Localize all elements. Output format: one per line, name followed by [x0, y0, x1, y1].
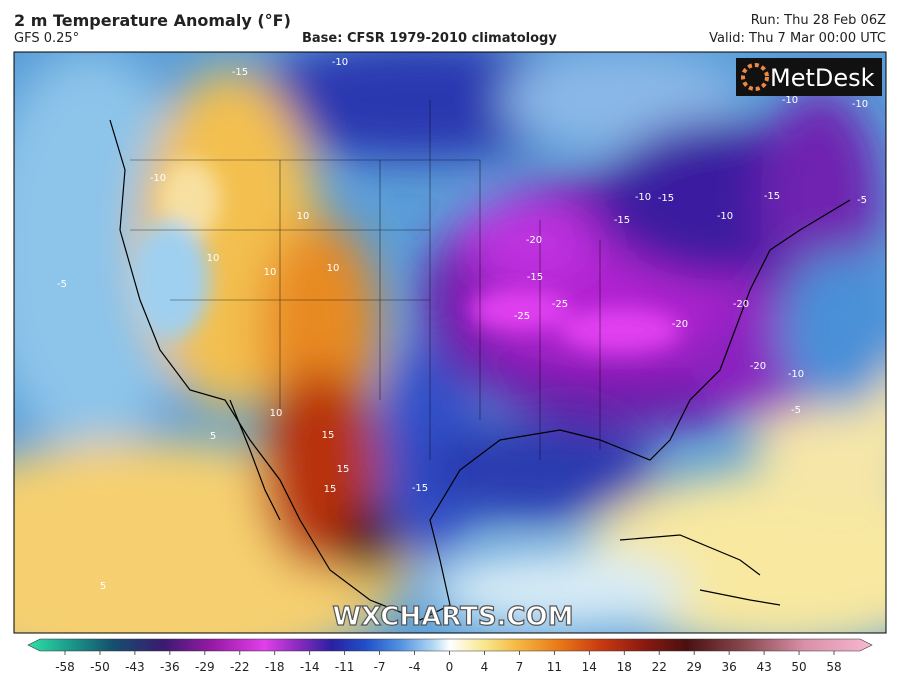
colorbar-label: -43	[125, 660, 145, 674]
map-frame	[13, 51, 887, 634]
contour-label: 10	[264, 267, 277, 278]
colorbar-label: 7	[516, 660, 524, 674]
colorbar-label: -7	[374, 660, 386, 674]
colorbar-label: 11	[547, 660, 562, 674]
watermark: WXCHARTS.COM	[332, 602, 573, 632]
logo-icon	[741, 63, 769, 91]
contour-label: 15	[337, 464, 350, 475]
contour-label: -10	[852, 99, 868, 110]
contour-labels: -10 -15 -10 -5 -10 10 10 10 10 10 15 15 …	[57, 57, 868, 592]
contour-label: -5	[857, 195, 867, 206]
contour-label: 15	[322, 430, 335, 441]
colorbar-label: -18	[265, 660, 285, 674]
colorbar-label: 22	[652, 660, 667, 674]
map-field	[14, 52, 886, 633]
colorbar-label: 14	[582, 660, 597, 674]
contour-label: -10	[635, 192, 651, 203]
colorbar-strip	[27, 638, 873, 652]
contour-label: 10	[207, 253, 220, 264]
contour-label: -20	[672, 319, 688, 330]
valid: Valid: Thu 7 Mar 00:00 UTC	[709, 31, 886, 46]
colorbar-label: 0	[446, 660, 454, 674]
contour-label: -25	[552, 299, 568, 310]
logo-text: MetDesk	[770, 64, 875, 92]
colorbar-label: -22	[230, 660, 250, 674]
colorbar-label: -4	[409, 660, 421, 674]
contour-label: -25	[514, 311, 530, 322]
contour-label: -15	[614, 215, 630, 226]
coastlines	[109, 119, 851, 621]
colorbar-label: 58	[826, 660, 841, 674]
colorbar-label: -58	[55, 660, 75, 674]
model: GFS 0.25°	[14, 31, 80, 46]
colorbar-label: -29	[195, 660, 215, 674]
contour-label: -15	[232, 67, 248, 78]
logo: MetDesk	[736, 58, 882, 96]
contour-label: -15	[412, 483, 428, 494]
borders	[130, 100, 601, 460]
contour-label: -20	[526, 235, 542, 246]
colorbar-label: -14	[300, 660, 320, 674]
contour-label: -15	[527, 272, 543, 283]
colorbar-label: 18	[617, 660, 632, 674]
contour-label: -5	[57, 279, 67, 290]
base: Base: CFSR 1979-2010 climatology	[302, 31, 557, 46]
contour-label: -5	[791, 405, 801, 416]
contour-label: -10	[150, 173, 166, 184]
contour-label: -20	[733, 299, 749, 310]
logo-box	[736, 58, 882, 96]
contour-label: 15	[324, 484, 337, 495]
contour-label: -15	[764, 191, 780, 202]
contour-label: -10	[717, 211, 733, 222]
colorbar-label: -11	[335, 660, 355, 674]
colorbar-label: -36	[160, 660, 180, 674]
contour-label: -10	[332, 57, 348, 68]
contour-label: -10	[788, 369, 804, 380]
contour-label: -20	[750, 361, 766, 372]
run: Run: Thu 28 Feb 06Z	[750, 13, 886, 28]
colorbar-label: -50	[90, 660, 110, 674]
contour-label: -15	[658, 193, 674, 204]
contour-label: 5	[100, 581, 106, 592]
contour-label: 10	[327, 263, 340, 274]
contour-label: -10	[782, 95, 798, 106]
colorbar-label: 43	[756, 660, 771, 674]
colorbar-label: 36	[721, 660, 736, 674]
colorbar-label: 4	[481, 660, 489, 674]
colorbar-label: 50	[791, 660, 806, 674]
title: 2 m Temperature Anomaly (°F)	[14, 11, 291, 30]
contour-label: 10	[297, 211, 310, 222]
colorbar-label: 29	[687, 660, 702, 674]
colorbar: -58 -50 -43 -36 -29 -22 -18 -14 -11 -7 -4 0 4 7 11 14 18…	[27, 638, 873, 674]
contour-label: 10	[270, 408, 283, 419]
contour-label: 5	[210, 431, 216, 442]
